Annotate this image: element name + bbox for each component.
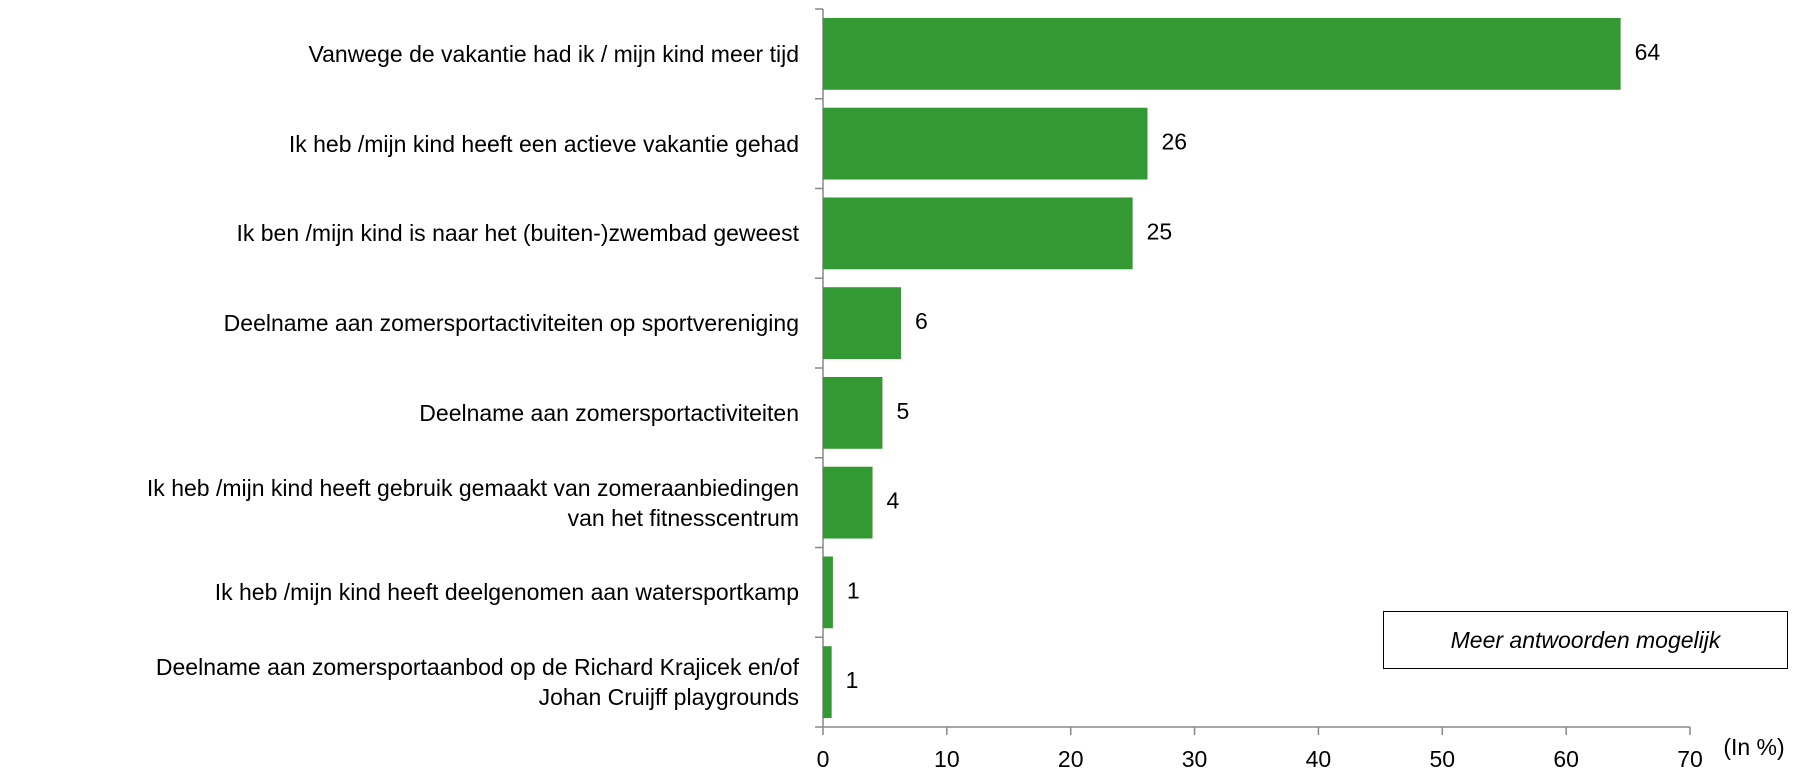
bar: [823, 646, 832, 719]
x-tick-label: 0: [817, 746, 830, 772]
value-label: 4: [887, 488, 900, 514]
value-label: 64: [1635, 39, 1661, 65]
x-tick-label: 30: [1182, 746, 1208, 772]
bar: [823, 376, 883, 449]
category-label: Deelname aan zomersportactiviteiten: [419, 399, 799, 426]
value-label: 5: [896, 398, 909, 424]
bar: [823, 197, 1133, 270]
x-tick-label: 70: [1677, 746, 1703, 772]
x-tick-label: 10: [934, 746, 960, 772]
bar: [823, 17, 1621, 90]
x-axis-label: (In %): [1723, 734, 1784, 760]
x-tick-label: 50: [1429, 746, 1455, 772]
category-label: Ik heb /mijn kind heeft een actieve vaka…: [288, 130, 799, 157]
annotation: Meer antwoorden mogelijk: [1383, 611, 1788, 669]
category-label: Ik ben /mijn kind is naar het (buiten-)z…: [236, 220, 799, 247]
x-tick-label: 40: [1306, 746, 1332, 772]
x-tick-label: 60: [1553, 746, 1579, 772]
bar: [823, 466, 873, 539]
category-label: Ik heb /mijn kind heeft gebruik gemaakt …: [146, 474, 799, 531]
category-label: Vanwege de vakantie had ik / mijn kind m…: [308, 40, 799, 67]
bar: [823, 107, 1148, 180]
value-label: 6: [915, 308, 928, 334]
bar: [823, 287, 902, 360]
x-tick-label: 20: [1058, 746, 1084, 772]
value-label: 26: [1162, 129, 1188, 155]
value-label: 25: [1147, 218, 1173, 244]
category-label: Deelname aan zomersportactiviteiten op s…: [223, 310, 799, 337]
value-label: 1: [846, 667, 859, 693]
category-label: Deelname aan zomersportaanbod op de Rich…: [155, 654, 799, 711]
value-label: 1: [847, 577, 860, 603]
category-label: Ik heb /mijn kind heeft deelgenomen aan …: [214, 579, 799, 606]
bar: [823, 556, 833, 629]
